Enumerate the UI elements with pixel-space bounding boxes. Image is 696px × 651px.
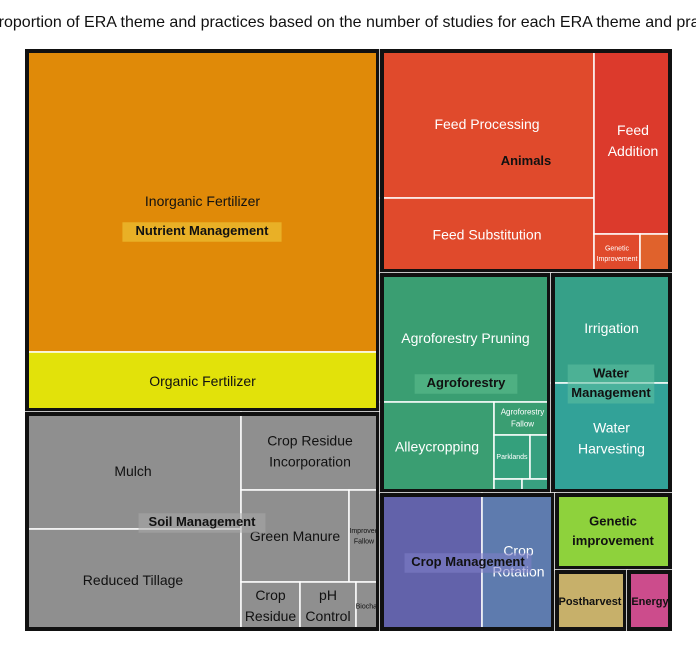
group-border	[627, 570, 672, 631]
tile-label-ph-control: pH Control	[305, 587, 350, 624]
tile-label-crop-residue: Crop Residue	[245, 587, 297, 624]
group-label-bg	[122, 222, 282, 242]
group-border	[380, 273, 551, 493]
group-label-bg	[567, 364, 655, 404]
group-label-energy: Energy	[631, 596, 669, 608]
group-label-bg	[414, 374, 518, 394]
group-label-animals: Animals	[501, 153, 552, 168]
tile-label-inorganic-fertilizer: Inorganic Fertilizer	[145, 193, 260, 209]
tile-label-genetic-improvement: Genetic Improvement	[597, 245, 638, 263]
tile-crop-residue-incorporation	[240, 411, 380, 491]
group-border	[555, 493, 672, 570]
tile-label-crop-residue-incorporation: Crop Residue Incorporation	[267, 432, 353, 469]
group-energy: Energy	[626, 569, 673, 632]
group-label-genetic-improvement: Genetic improvement	[572, 514, 654, 549]
group-animals: Feed Processing Feed Substitution Feed Addi…	[379, 48, 673, 274]
tile-label-water-harvesting: Water Harvesting	[578, 419, 645, 456]
tile-agroforestry-fallow	[493, 401, 552, 436]
group-agroforestry: Agroforestry Pruning Alleycropping Agrofor…	[379, 272, 552, 494]
group-postharvest: Postharvest	[554, 569, 628, 632]
group-label-postharvest: Postharvest	[559, 596, 622, 608]
tile-green-manure	[240, 489, 350, 583]
group-label-crop-management: Crop Management	[411, 554, 525, 569]
tile-animals-4	[639, 233, 673, 274]
tile-label-alleycropping: Alleycropping	[395, 438, 479, 454]
group-label-soil-management: Soil Management	[149, 514, 257, 529]
tile-label-mulch: Mulch	[114, 463, 151, 479]
tile-label-feed-substitution: Feed Substitution	[433, 226, 542, 242]
group-label-agroforestry: Agroforestry	[427, 375, 507, 390]
tile-label-agroforestry-pruning: Agroforestry Pruning	[401, 330, 529, 346]
tile-genetic-improvement	[554, 492, 673, 571]
group-water-management: Irrigation Water Harvesting Water Management	[550, 272, 673, 494]
chart-title: Proportion of ERA theme and practices ba…	[0, 14, 696, 31]
tile-label-reduced-tillage: Reduced Tillage	[83, 572, 184, 588]
tile-label-improved-fallow: Improved Fallow	[349, 528, 378, 546]
group-label-bg	[404, 553, 532, 573]
tile-feed-addition	[593, 48, 673, 235]
group-border	[380, 49, 672, 273]
tile-reduced-tillage	[24, 528, 242, 632]
group-border	[25, 412, 380, 631]
tile-label-biochar: Biochar	[356, 603, 380, 610]
tile-label-parklands: Parklands	[496, 454, 528, 461]
tile-parklands	[493, 434, 531, 480]
group-crop-management: CropRotationCrop Management	[379, 492, 556, 632]
group-border	[25, 49, 380, 412]
tile-improved-fallow	[348, 489, 380, 583]
group-border	[555, 570, 627, 631]
tile-label-irrigation: Irrigation	[584, 320, 638, 336]
group-genetic-improvement: Genetic improvement	[554, 492, 673, 571]
tile-label-agroforestry-fallow: Agroforestry Fallow	[501, 408, 545, 429]
tile-label-feed-addition: Feed Addition	[608, 122, 659, 159]
tile-label-organic-fertilizer: Organic Fertilizer	[149, 373, 256, 389]
tile-alleycropping	[379, 401, 495, 494]
group-label-nutrient-management: Nutrient Management	[136, 223, 270, 238]
tile-label-feed-processing: Feed Processing	[434, 116, 539, 132]
tile-genetic-improvement	[593, 233, 641, 274]
group-border	[380, 493, 555, 631]
group-label-water-management: Water Management	[571, 366, 651, 401]
tile-ph-control	[299, 581, 357, 632]
group-border	[551, 273, 672, 493]
group-soil-management: Mulch Reduced Tillage Crop Residue Incorpor…	[24, 411, 380, 632]
tile-label-green-manure: Green Manure	[250, 528, 340, 544]
group-nutrient-management: Inorganic Fertilizer Organic Fertilizer Nu…	[24, 48, 381, 413]
group-label-bg	[138, 513, 266, 533]
